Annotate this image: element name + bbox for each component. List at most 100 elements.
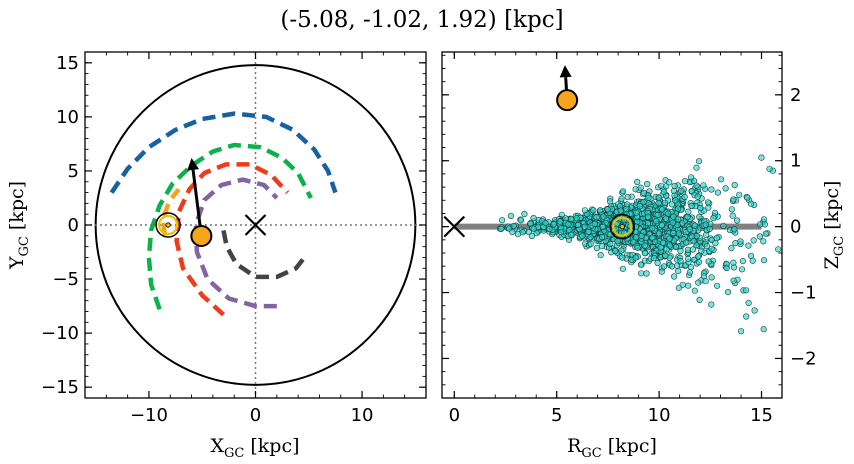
star-point — [574, 221, 582, 229]
star-point — [720, 222, 727, 229]
star-point — [650, 254, 658, 262]
star-point — [598, 234, 606, 241]
star-point — [686, 226, 693, 233]
star-point — [669, 219, 676, 226]
star-point — [705, 258, 712, 265]
star-point — [624, 194, 631, 201]
sun-marker-rz — [609, 213, 635, 240]
left-ytick-label: 0 — [68, 215, 79, 236]
star-point — [730, 196, 737, 203]
star-point — [691, 222, 698, 229]
star-point — [644, 220, 652, 227]
star-point — [695, 253, 702, 260]
star-point — [672, 243, 680, 251]
star-point — [708, 274, 715, 281]
star-point — [530, 215, 537, 222]
star-point — [766, 165, 773, 172]
star-point — [706, 225, 713, 232]
star-point — [708, 301, 715, 308]
right-xtick-label: 5 — [551, 405, 562, 426]
star-point — [593, 214, 600, 221]
sun-right-dot — [619, 224, 625, 230]
star-point — [713, 282, 721, 289]
rz-panel: 0 5 10 15 −2 −1 0 1 2 RGC [kpc] ZGC [kpc] — [441, 51, 847, 461]
star-point — [659, 239, 667, 246]
star-point — [733, 217, 741, 224]
star-point — [660, 188, 668, 195]
right-xtick-label: 10 — [648, 405, 671, 426]
star-point — [505, 225, 513, 232]
star-point — [528, 232, 536, 240]
star-point — [565, 221, 572, 228]
star-point — [670, 213, 677, 220]
star-point — [703, 243, 711, 250]
star-point — [687, 174, 695, 181]
right-ytick-label: −2 — [790, 348, 817, 369]
xy-ticks: −10 0 10 −15 −10 −5 0 5 10 15 — [41, 51, 427, 426]
star-point — [644, 213, 652, 220]
star-point — [728, 245, 735, 252]
star-point — [604, 206, 611, 213]
star-point — [695, 158, 703, 165]
spiral-arm-5 — [193, 177, 279, 309]
star-point — [681, 193, 688, 201]
star-point — [731, 226, 738, 233]
right-ytick-label: −1 — [790, 283, 817, 304]
star-point — [696, 296, 703, 304]
sun-left-dot — [165, 222, 171, 228]
star-point — [695, 259, 703, 266]
star-point — [591, 220, 598, 227]
right-xtick-label: 15 — [750, 405, 773, 426]
star-point — [729, 212, 736, 219]
star-point — [542, 220, 549, 227]
star-point — [593, 244, 600, 251]
star-point — [696, 213, 703, 221]
star-point — [619, 254, 626, 261]
star-point — [717, 176, 725, 183]
right-ytick-label: 0 — [790, 217, 801, 238]
star-point — [672, 197, 679, 204]
star-point — [714, 189, 722, 196]
star-points — [496, 154, 782, 335]
spiral-arm-2 — [146, 142, 313, 311]
star-point — [760, 238, 767, 245]
gc-right-stroke-2 — [443, 215, 466, 238]
spiral-arm-4 — [174, 162, 290, 317]
star-point — [724, 289, 732, 296]
star-point — [760, 257, 768, 264]
star-point — [671, 182, 678, 190]
velocity-arrow — [187, 157, 203, 237]
star-point — [665, 210, 672, 217]
star-point — [674, 216, 682, 223]
x-axis-label-left: XGC [kpc] — [210, 435, 299, 461]
star-point — [684, 255, 692, 262]
star-point — [612, 247, 619, 255]
sun-marker — [155, 212, 181, 238]
spiral-arm-6 — [221, 229, 307, 280]
star-point — [750, 237, 757, 244]
spiral-arm-3 — [160, 187, 181, 237]
right-xtick-label: 0 — [449, 405, 460, 426]
sun-left-ring — [158, 214, 179, 236]
star-point — [695, 279, 702, 286]
object-marker-rz — [556, 89, 579, 112]
star-point — [634, 178, 641, 186]
star-point — [638, 232, 645, 240]
star-point — [749, 257, 756, 264]
arrow-left-shaft — [191, 169, 203, 237]
star-point — [618, 195, 625, 202]
star-point — [693, 182, 700, 189]
star-point — [640, 198, 647, 206]
star-point — [658, 268, 665, 275]
star-point — [694, 193, 701, 200]
left-ytick-label: 10 — [56, 107, 79, 128]
star-point — [666, 242, 673, 249]
star-point — [546, 225, 553, 233]
star-point — [585, 228, 592, 235]
star-point — [708, 245, 715, 252]
star-point — [730, 259, 737, 266]
left-xtick-label: −10 — [130, 405, 168, 426]
star-point — [674, 205, 682, 212]
rz-plot-area — [443, 65, 782, 335]
star-point — [742, 287, 750, 294]
